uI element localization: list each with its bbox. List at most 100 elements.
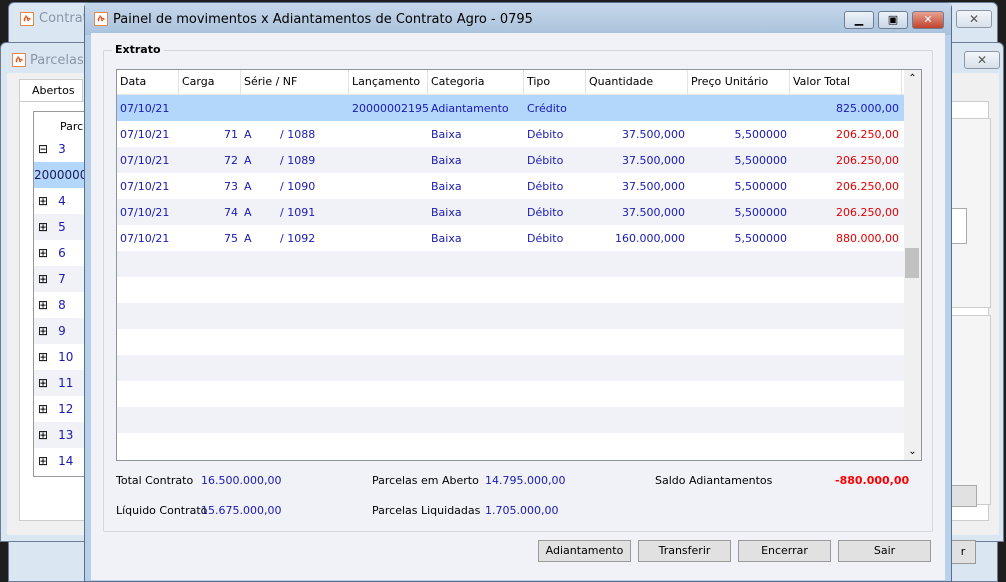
minimize-button[interactable]: ▁ [844, 11, 874, 29]
tree-item-label: 8 [58, 298, 66, 312]
table-row[interactable]: 07/10/21 75 A / 1092 Baixa Débito 160.000,000 5… [117, 225, 921, 251]
cell-categoria: Adiantamento [431, 101, 509, 115]
column-header[interactable]: Valor Total [790, 70, 902, 94]
expand-icon[interactable]: ⊞ [38, 272, 49, 286]
cell-valor: 206.250,00 [836, 205, 899, 219]
scroll-down-icon[interactable]: ⌄ [908, 446, 917, 457]
parcelas-aberto-value: 14.795.000,00 [485, 474, 566, 487]
cell-quantidade: 37.500,000 [622, 179, 685, 193]
cell-carga: 75 [224, 231, 238, 245]
cell-categoria: Baixa [431, 231, 462, 245]
transferir-button[interactable]: Transferir [638, 540, 731, 562]
cell-valor: 206.250,00 [836, 127, 899, 141]
button-label: r [960, 545, 966, 558]
tree-item[interactable]: ⊞ 9 [34, 318, 92, 344]
cell-lancamento: 200000021953 [352, 101, 428, 115]
table-row[interactable]: 07/10/21 71 A / 1088 Baixa Débito 37.500,000 5,… [117, 121, 921, 147]
tree-item[interactable]: ⊞ 7 [34, 266, 92, 292]
close-button[interactable]: ✕ [912, 11, 944, 29]
scroll-thumb[interactable] [905, 248, 919, 278]
tree-item[interactable]: ⊞ 10 [34, 344, 92, 370]
adiantamento-button[interactable]: Adiantamento [538, 540, 631, 562]
empty-row [117, 433, 921, 459]
empty-row [117, 277, 921, 303]
cell-preco: 5,500000 [734, 179, 788, 193]
background-button-fragment[interactable]: r [950, 540, 976, 564]
cell-categoria: Baixa [431, 153, 462, 167]
tree-item[interactable]: ⊞ 8 [34, 292, 92, 318]
tree-item[interactable]: ⊞ 14 [34, 448, 92, 474]
cell-preco: 5,500000 [734, 205, 788, 219]
empty-row [117, 251, 921, 277]
column-header[interactable]: Preço Unitário [688, 70, 790, 94]
cell-nf: / 1090 [280, 179, 316, 193]
cell-valor: 880.000,00 [836, 231, 899, 245]
cell-valor: 206.250,00 [836, 153, 899, 167]
table-row[interactable]: 07/10/21 73 A / 1090 Baixa Débito 37.500,000 5,… [117, 173, 921, 199]
column-header[interactable]: Série / NF [241, 70, 349, 94]
parcelas-liquidadas-label: Parcelas Liquidadas [372, 504, 481, 517]
expand-icon[interactable]: ⊞ [38, 402, 49, 416]
tree-item-label: 7 [58, 272, 66, 286]
expand-icon[interactable]: ⊞ [38, 376, 49, 390]
column-header[interactable]: Lançamento [349, 70, 428, 94]
cell-tipo: Débito [527, 153, 564, 167]
button-label: Transferir [658, 544, 711, 557]
cell-quantidade: 37.500,000 [622, 205, 685, 219]
expand-icon[interactable]: ⊞ [38, 350, 49, 364]
cell-tipo: Débito [527, 127, 564, 141]
expand-icon[interactable]: ⊞ [38, 246, 49, 260]
expand-icon[interactable]: ⊞ [38, 428, 49, 442]
title-bar[interactable]: ሉ Painel de movimentos x Adiantamentos d… [85, 3, 951, 35]
tree-item[interactable]: ⊞ 6 [34, 240, 92, 266]
cell-categoria: Baixa [431, 179, 462, 193]
expand-icon[interactable]: ⊞ [38, 194, 49, 208]
cell-nf: / 1088 [280, 127, 316, 141]
tab-abertos[interactable]: Abertos [19, 79, 83, 101]
cell-data: 07/10/21 [120, 101, 170, 115]
maximize-button[interactable]: ▣ [878, 11, 908, 29]
column-header[interactable]: Carga [179, 70, 241, 94]
parcelas-liquidadas-value: 1.705.000,00 [485, 504, 559, 517]
total-contrato-label: Total Contrato [116, 474, 194, 487]
empty-row [117, 329, 921, 355]
tree-item[interactable]: ⊟ 3 [34, 136, 92, 162]
vertical-scrollbar[interactable]: ⌃ ⌄ [904, 70, 921, 460]
expand-icon[interactable]: ⊞ [38, 324, 49, 338]
sair-button[interactable]: Sair [838, 540, 931, 562]
saldo-adiantamentos-value: -880.000,00 [835, 474, 910, 487]
button-label: Encerrar [761, 544, 808, 557]
tree-item-label: 11 [58, 376, 74, 390]
expand-icon[interactable]: ⊞ [38, 454, 49, 468]
tree-item[interactable]: ⊞ 11 [34, 370, 92, 396]
collapse-icon[interactable]: ⊟ [38, 142, 49, 156]
tree-item[interactable]: 20000002 [34, 162, 95, 188]
expand-icon[interactable]: ⊞ [38, 298, 49, 312]
table-row[interactable]: 07/10/21 72 A / 1089 Baixa Débito 37.500,000 5,… [117, 147, 921, 173]
tree-item-label: 5 [58, 220, 66, 234]
column-header[interactable]: Tipo [524, 70, 586, 94]
tree-item[interactable]: ⊞ 12 [34, 396, 92, 422]
cell-preco: 5,500000 [734, 231, 788, 245]
tree-item[interactable]: ⊞ 5 [34, 214, 92, 240]
table-row[interactable]: 07/10/21 74 A / 1091 Baixa Débito 37.500,000 5,… [117, 199, 921, 225]
column-header[interactable]: Quantidade [586, 70, 688, 94]
close-button[interactable]: ✕ [964, 51, 1000, 69]
tree-item[interactable]: ⊞ 13 [34, 422, 92, 448]
cell-data: 07/10/21 [120, 231, 170, 245]
app-icon: ሉ [94, 12, 108, 26]
scroll-up-icon[interactable]: ⌃ [908, 73, 917, 84]
encerrar-button[interactable]: Encerrar [738, 540, 831, 562]
column-header[interactable]: Data [117, 70, 179, 94]
column-header[interactable]: Categoria [428, 70, 524, 94]
movimentos-dialog: ሉ Painel de movimentos x Adiantamentos d… [84, 2, 952, 582]
parcelas-tree[interactable]: Parce ⊟ 3 20000002 ⊞ 4 ⊞ 5 ⊞ 6 ⊞ 7 ⊞ 8 ⊞ 9 ⊞ 10 ⊞ 11 ⊞ 12 ⊞ 13… [33, 111, 95, 477]
window-title: Contrato [39, 11, 96, 26]
tree-item[interactable]: ⊞ 4 [34, 188, 92, 214]
cell-preco: 5,500000 [734, 127, 788, 141]
empty-row [117, 407, 921, 433]
table-row[interactable]: 07/10/21 200000021953 Adiantamento Crédito 8… [117, 95, 921, 121]
extrato-grid[interactable]: Data Carga Série / NF Lançamento Categoria Ti… [116, 69, 922, 461]
expand-icon[interactable]: ⊞ [38, 220, 49, 234]
close-button[interactable]: ✕ [956, 10, 992, 28]
